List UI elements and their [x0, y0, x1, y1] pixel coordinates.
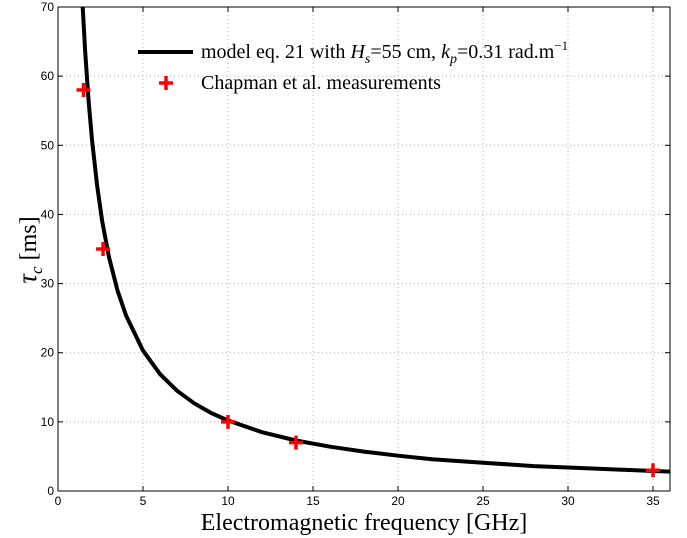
model-curve-line	[80, 6, 671, 474]
x-tick-label: 30	[561, 494, 575, 508]
ticks: 0 5 10 15 20 25 30 35 0 10 20 30 40 50 60 70	[41, 0, 670, 508]
measurement-markers	[76, 82, 660, 478]
y-tick-label: 20	[41, 346, 55, 360]
legend-kp-symbol: k	[441, 41, 451, 63]
x-tick-label: 20	[391, 494, 405, 508]
x-tick-label: 10	[221, 494, 235, 508]
legend-kp-value: =0.31 rad.m	[457, 41, 555, 63]
model-curve	[80, 6, 671, 474]
measurement-point	[289, 435, 303, 450]
legend-kp-sub: p	[449, 52, 457, 67]
x-tick-label: 35	[646, 494, 660, 508]
legend-hs-symbol: H	[349, 41, 366, 63]
plot-frame	[57, 6, 671, 492]
y-axis-title: τc [ms]	[12, 216, 46, 283]
measurement-point	[76, 82, 91, 97]
legend-hs-value: =55 cm,	[370, 41, 441, 63]
y-tick-label: 30	[41, 277, 55, 291]
y-axis-unit: [ms]	[16, 216, 42, 266]
y-axis-symbol: τ	[12, 273, 42, 284]
legend-label-model: model eq. 21 with Hs=55 cm, kp=0.31 rad.…	[201, 38, 568, 67]
y-tick-label: 70	[41, 0, 55, 14]
legend: model eq. 21 with Hs=55 cm, kp=0.31 rad.…	[138, 38, 568, 94]
legend-kp-exp: −1	[554, 38, 568, 53]
y-tick-label: 40	[41, 207, 55, 221]
x-tick-label: 5	[140, 494, 147, 508]
measurement-point	[221, 414, 235, 429]
legend-marker-swatch	[159, 76, 173, 90]
y-tick-label: 0	[47, 484, 54, 498]
measurement-point	[646, 463, 660, 478]
y-tick-label: 50	[41, 138, 55, 152]
legend-hs-sub: s	[365, 52, 371, 67]
x-axis-title: Electromagnetic frequency [GHz]	[201, 510, 528, 536]
measurement-point	[96, 242, 111, 256]
y-tick-label: 60	[41, 69, 55, 83]
x-tick-label: 0	[55, 494, 62, 508]
y-tick-label: 10	[41, 415, 55, 429]
legend-model-prefix: model eq. 21 with	[201, 41, 350, 63]
x-tick-label: 25	[476, 494, 490, 508]
y-axis-subscript: c	[27, 266, 46, 274]
x-tick-label: 15	[306, 494, 320, 508]
grid	[58, 7, 670, 491]
legend-label-measurements: Chapman et al. measurements	[201, 72, 441, 94]
